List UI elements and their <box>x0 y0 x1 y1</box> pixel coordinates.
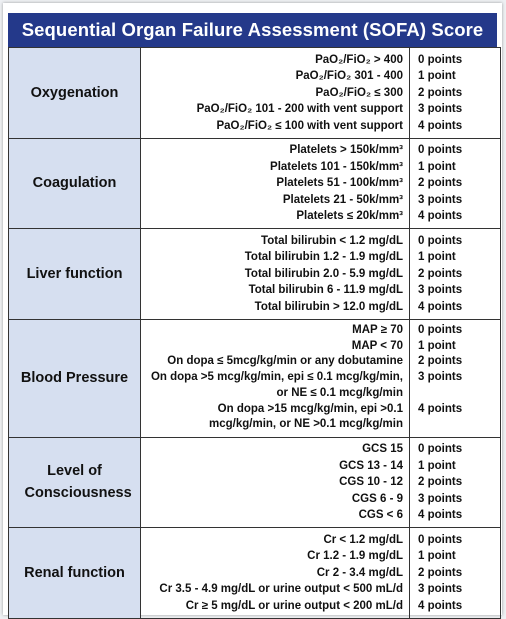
criterion: PaO₂/FiO₂ ≤ 300 <box>315 86 403 99</box>
criterion: Cr 3.5 - 4.9 mg/dL or urine output < 500… <box>159 583 403 595</box>
section-name: Liver function <box>8 228 141 320</box>
criterion: Total bilirubin 1.2 - 1.9 mg/dL <box>244 251 403 263</box>
points-value: 3 points <box>418 371 463 384</box>
points-value <box>410 386 500 402</box>
points-cell: 0 points 1 point 2 points 3 points 4 points <box>409 436 501 528</box>
criterion: PaO₂/FiO₂ 101 - 200 with vent support <box>196 103 403 115</box>
criterion: PaO₂/FiO₂ > 400 <box>315 53 403 66</box>
section-row: Blood Pressure MAP ≥ 70 MAP < 70 On dopa ≤ … <box>8 318 501 438</box>
points-value: 2 points <box>418 267 463 280</box>
criterion: Platelets 21 - 50k/mm³ <box>282 193 403 206</box>
section-label: Liver function <box>26 265 123 282</box>
criterion: On dopa >15 mcg/kg/min, epi >0.1 <box>217 402 403 415</box>
section-name: Coagulation <box>8 137 141 229</box>
points-cell: 0 points 1 point 2 points 3 points 4 points <box>409 527 501 619</box>
criterion: Platelets 51 - 100k/mm³ <box>276 177 403 189</box>
points-cell: 0 points 1 point 2 points 3 points 4 points <box>409 47 501 139</box>
criterion: Total bilirubin 6 - 11.9 mg/dL <box>248 284 403 296</box>
criterion: Platelets > 150k/mm³ <box>289 144 403 156</box>
points-value: 1 point <box>418 160 456 173</box>
points-cell: 0 points 1 point 2 points 3 points 4 points <box>409 228 501 320</box>
points-value: 1 point <box>418 70 456 82</box>
criterion: Cr 2 - 3.4 mg/dL <box>316 566 403 579</box>
criterion: Cr 1.2 - 1.9 mg/dL <box>307 550 403 562</box>
section-name: Level of Consciousness <box>8 436 141 528</box>
criterion: MAP < 70 <box>351 339 403 352</box>
criterion: Platelets ≤ 20k/mm³ <box>296 210 403 222</box>
criterion: CGS 6 - 9 <box>351 492 403 505</box>
sofa-table: Oxygenation PaO₂/FiO₂ > 400 PaO₂/FiO₂ 301 … <box>8 47 501 619</box>
criteria-cell: Platelets > 150k/mm³ Platelets 101 - 150k… <box>140 137 410 229</box>
section-label: Renal function <box>24 564 125 581</box>
points-value: 4 points <box>418 300 463 313</box>
criterion: or NE ≤ 0.1 mcg/kg/min <box>276 386 403 399</box>
section-row: Oxygenation PaO₂/FiO₂ > 400 PaO₂/FiO₂ 301 … <box>8 47 501 139</box>
points-value: 3 points <box>418 103 463 115</box>
points-value: 2 points <box>418 355 463 368</box>
points-value: 0 points <box>418 53 463 66</box>
criterion: Platelets 101 - 150k/mm³ <box>270 160 403 173</box>
points-value: 4 points <box>418 599 463 612</box>
criteria-cell: PaO₂/FiO₂ > 400 PaO₂/FiO₂ 301 - 400 PaO₂/F… <box>140 47 410 139</box>
section-name: Oxygenation <box>8 47 141 139</box>
points-value: 4 points <box>418 509 463 521</box>
section-label: Blood Pressure <box>20 370 129 386</box>
points-value: 1 point <box>418 459 456 472</box>
points-value: 4 points <box>418 210 463 222</box>
table-title: Sequential Organ Failure Assessment (SOF… <box>8 13 497 47</box>
points-value: 2 points <box>418 566 463 579</box>
criteria-cell: Total bilirubin < 1.2 mg/dL Total bilirub… <box>140 228 410 320</box>
points-value: 3 points <box>418 284 463 296</box>
criterion: GCS 13 - 14 <box>339 459 403 472</box>
criterion: Total bilirubin 2.0 - 5.9 mg/dL <box>244 267 403 280</box>
points-value: 4 points <box>418 402 463 415</box>
sofa-card: Sequential Organ Failure Assessment (SOF… <box>3 3 502 619</box>
points-value: 3 points <box>418 492 463 505</box>
points-value <box>410 417 500 433</box>
points-value: 2 points <box>418 86 463 99</box>
criterion: Cr ≥ 5 mg/dL or urine output < 200 mL/d <box>185 599 403 612</box>
points-value: 2 points <box>418 476 463 488</box>
criterion: PaO₂/FiO₂ ≤ 100 with vent support <box>216 119 403 132</box>
section-name: Blood Pressure <box>8 318 141 438</box>
section-name: Renal function <box>8 527 141 619</box>
section-label: Coagulation <box>32 175 117 192</box>
criteria-cell: GCS 15 GCS 13 - 14 CGS 10 - 12 CGS 6 - 9 CGS… <box>140 436 410 528</box>
criterion: CGS < 6 <box>358 509 403 521</box>
points-value: 1 point <box>418 339 456 352</box>
section-row: Liver function Total bilirubin < 1.2 mg/d… <box>8 228 501 320</box>
points-value: 3 points <box>418 193 463 206</box>
points-value: 2 points <box>418 177 463 189</box>
section-row: Renal function Cr < 1.2 mg/dL Cr 1.2 - 1.9… <box>8 527 501 619</box>
criterion: On dopa >5 mcg/kg/min, epi ≤ 0.1 mcg/kg/… <box>150 371 403 384</box>
points-value: 3 points <box>418 583 463 595</box>
points-value: 0 points <box>418 144 463 156</box>
criterion: Total bilirubin < 1.2 mg/dL <box>261 234 403 247</box>
points-cell: 0 points 1 point 2 points 3 points 4 points <box>409 318 501 438</box>
points-value: 0 points <box>418 323 463 336</box>
section-row: Level of Consciousness GCS 15 GCS 13 - 14 C… <box>8 436 501 528</box>
points-value: 0 points <box>418 234 463 247</box>
points-value: 0 points <box>418 443 463 455</box>
points-value: 4 points <box>418 119 463 132</box>
criterion: Cr < 1.2 mg/dL <box>323 533 403 546</box>
criterion: On dopa ≤ 5mcg/kg/min or any dobutamine <box>167 355 403 368</box>
section-label: Level of Consciousness <box>24 463 132 502</box>
criterion: MAP ≥ 70 <box>352 323 403 336</box>
criterion: GCS 15 <box>362 443 403 455</box>
criteria-cell: Cr < 1.2 mg/dL Cr 1.2 - 1.9 mg/dL Cr 2 - 3… <box>140 527 410 619</box>
criterion: Total bilirubin > 12.0 mg/dL <box>254 300 403 313</box>
section-label: Oxygenation <box>30 84 119 101</box>
points-cell: 0 points 1 point 2 points 3 points 4 points <box>409 137 501 229</box>
criterion: mcg/kg/min, or NE >0.1 mcg/kg/min <box>209 418 403 431</box>
points-value: 1 point <box>418 251 456 263</box>
points-value: 0 points <box>418 533 463 546</box>
points-value: 1 point <box>418 550 456 562</box>
criterion: CGS 10 - 12 <box>339 476 403 488</box>
section-row: Coagulation Platelets > 150k/mm³ Platelets… <box>8 137 501 229</box>
criteria-cell: MAP ≥ 70 MAP < 70 On dopa ≤ 5mcg/kg/min or… <box>140 318 410 438</box>
criterion: PaO₂/FiO₂ 301 - 400 <box>295 70 403 82</box>
